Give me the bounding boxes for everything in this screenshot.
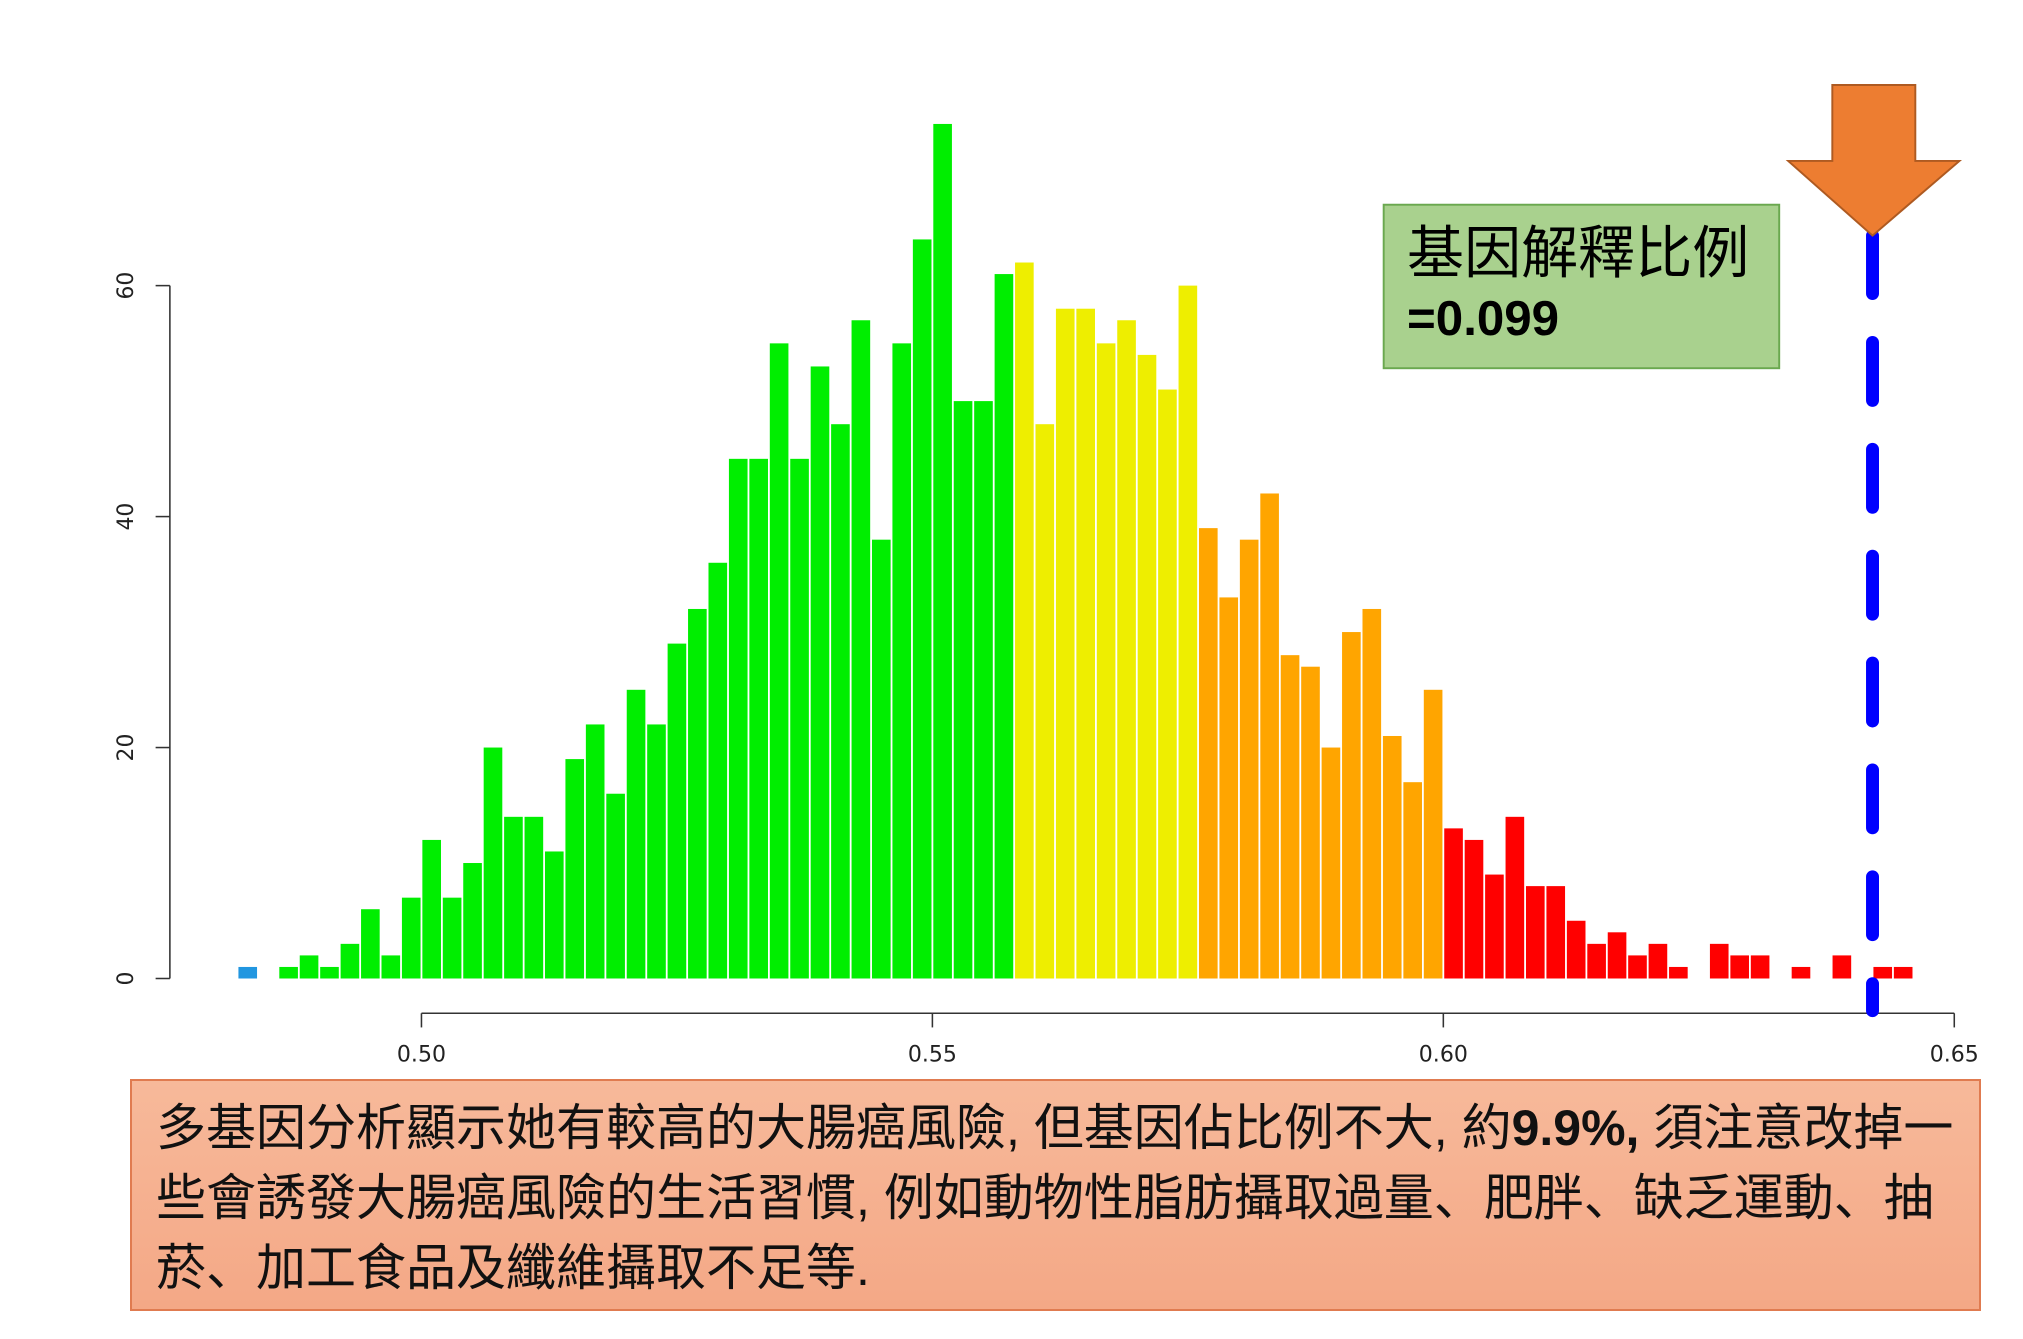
bar [912,239,932,979]
bar [953,401,973,979]
x-tick-label: 0.65 [1930,1043,1979,1068]
bar [1730,955,1749,979]
bar [1076,308,1095,979]
bar [361,909,380,979]
bar [871,539,891,979]
bar [1219,597,1239,979]
bar [442,897,462,979]
bar [320,966,339,979]
bar [1485,874,1504,979]
bar [1280,655,1300,979]
bar [708,562,728,979]
bar [1444,828,1463,979]
bar [1035,424,1055,979]
bar [933,123,952,979]
bar [1648,943,1668,979]
bar [1750,955,1770,979]
bar [1423,689,1443,979]
bar [1055,308,1075,979]
bar [1239,539,1259,979]
bar [892,343,912,979]
bar [810,366,830,979]
bar [1362,608,1382,979]
bar [1791,966,1811,979]
bar [544,851,564,979]
bar [1464,839,1484,979]
bar [1198,528,1218,979]
x-tick-label: 0.60 [1419,1043,1468,1068]
bar [790,458,809,979]
y-tick-label: 0 [114,972,139,986]
bar [1321,747,1341,979]
bar [1382,735,1402,979]
bar [483,747,503,979]
bar [1178,285,1198,979]
bar [749,458,768,979]
bar [1566,920,1586,979]
y-tick-label: 20 [114,734,139,762]
bar [1301,666,1320,979]
bar [688,608,707,979]
arrow [1785,84,1963,237]
bar [1096,343,1116,979]
bar [728,458,748,979]
bar [1709,943,1729,979]
bar [401,897,421,979]
bar [1832,955,1852,979]
bar [585,724,605,979]
bar [565,759,585,979]
bar [1873,966,1893,979]
x-tick-label: 0.55 [908,1043,957,1068]
bar [1587,943,1606,979]
bar [974,401,993,979]
y-tick-label: 40 [114,503,139,531]
bar [279,966,298,979]
bar [606,793,625,979]
bar [463,863,482,979]
y-tick-label: 60 [114,272,139,300]
bar [299,955,319,979]
bar [1607,932,1627,979]
bar [1669,966,1688,979]
summary-box: 多基因分析顯示她有較高的大腸癌風險, 但基因佔比例不大, 約9.9%, 須注意改… [130,1079,1981,1311]
bar [1505,816,1525,979]
bar [524,816,544,979]
annotation-text: =0.099 [1407,292,1559,346]
x-tick-label: 0.50 [397,1043,446,1068]
bar [1015,262,1034,979]
summary-text: 多基因分析顯示她有較高的大腸癌風險, 但基因佔比例不大, 約 [156,1100,1512,1156]
bar [381,955,401,979]
summary-text: 須注意改掉一些會誘發大腸癌風險的生活習慣, 例如動物性脂肪攝取過量、肥胖、缺乏運… [156,1100,1954,1296]
bar [647,724,666,979]
bar [1403,782,1422,979]
annotation-box [1382,203,1781,370]
bar [1628,955,1647,979]
bar [1525,886,1545,979]
bar [626,689,646,979]
bar [994,274,1014,979]
bar [1893,966,1913,979]
bar [831,424,850,979]
bar [340,943,360,979]
summary-text: 9.9%, [1511,1100,1640,1156]
bar [1260,493,1279,979]
annotation-text: 基因解釋比例 [1407,223,1749,286]
bar [504,816,523,979]
bar [238,966,258,979]
bar [667,643,687,979]
bar [422,839,441,979]
bar [1117,320,1136,979]
bar [1158,389,1177,979]
bar [1342,632,1361,979]
bar [1546,886,1566,979]
bar [1137,354,1157,979]
bar [851,320,871,979]
bar [769,343,789,979]
